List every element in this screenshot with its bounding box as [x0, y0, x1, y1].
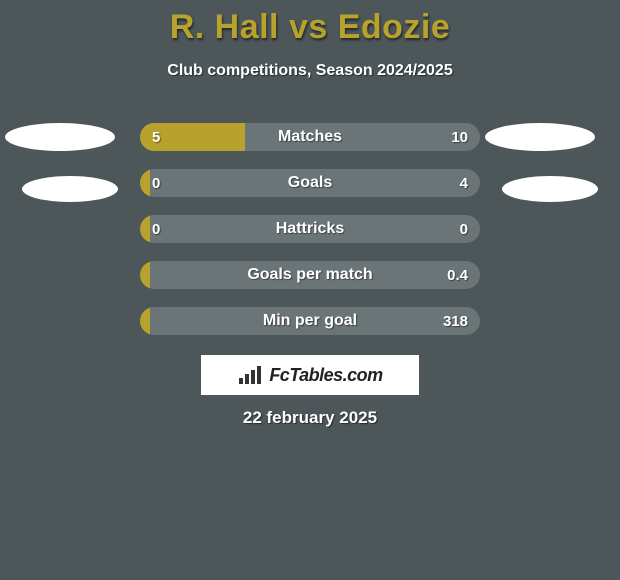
stat-bar: Min per goal [140, 307, 480, 335]
stat-row: Min per goal318 [0, 307, 620, 335]
stat-bar-left [140, 307, 150, 335]
page-date: 22 february 2025 [0, 408, 620, 428]
page-subtitle: Club competitions, Season 2024/2025 [0, 62, 620, 80]
stat-bar: Goals per match [140, 261, 480, 289]
stat-bar-right [150, 169, 480, 197]
club-ellipse [22, 176, 118, 202]
stat-bar: Hattricks [140, 215, 480, 243]
club-ellipse [5, 123, 115, 151]
stat-row: Hattricks00 [0, 215, 620, 243]
fctables-logo: FcTables.com [201, 355, 419, 395]
stat-bar-left [140, 261, 150, 289]
stat-bar-left [140, 123, 245, 151]
stat-bar: Goals [140, 169, 480, 197]
comparison-infographic: R. Hall vs Edozie Club competitions, Sea… [0, 0, 620, 580]
stat-bar-left [140, 215, 150, 243]
bars-icon [237, 364, 263, 386]
page-title: R. Hall vs Edozie [0, 8, 620, 47]
logo-text: FcTables.com [269, 365, 382, 386]
club-ellipse [485, 123, 595, 151]
stat-row: Goals per match0.4 [0, 261, 620, 289]
stat-bar-right [150, 307, 480, 335]
club-ellipse [502, 176, 598, 202]
stat-bar-right [245, 123, 480, 151]
stat-bar-left [140, 169, 150, 197]
stat-bar-right [150, 215, 480, 243]
stat-rows: Matches510Goals04Hattricks00Goals per ma… [0, 123, 620, 353]
stat-bar-right [150, 261, 480, 289]
stat-bar: Matches [140, 123, 480, 151]
